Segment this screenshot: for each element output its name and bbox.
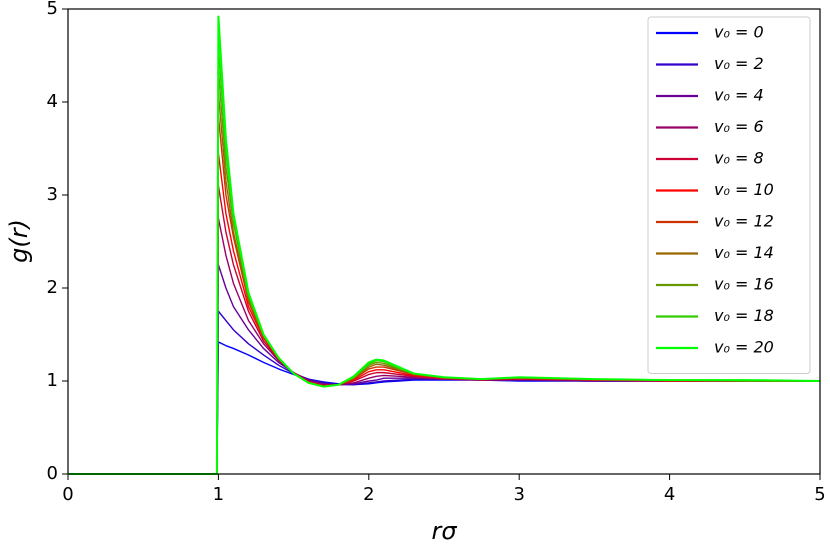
legend-label: v₀ = 20 [714,338,774,357]
series-line [68,15,821,475]
y-tick-label: 3 [47,184,58,205]
x-tick-label: 5 [814,484,825,505]
y-tick-label: 5 [47,0,58,19]
legend-label: v₀ = 18 [714,306,774,325]
plot-frame [67,8,821,475]
x-tick-label: 0 [62,484,73,505]
y-tick-label: 2 [47,277,58,298]
y-axis-label: g(r) [5,219,33,263]
series-line [68,264,820,475]
legend-label: v₀ = 10 [714,180,774,199]
x-tick-label: 4 [664,484,675,505]
legend-label: v₀ = 4 [714,86,764,105]
legend-label: v₀ = 12 [714,212,774,231]
legend-label: v₀ = 2 [714,54,764,73]
legend-label: v₀ = 14 [714,243,774,262]
legend-label: v₀ = 0 [714,23,764,42]
x-tick-label: 3 [513,484,524,505]
series-line [68,185,820,475]
x-axis-label: rσ [431,517,457,545]
x-tick-label: 2 [363,484,374,505]
legend-label: v₀ = 16 [714,275,774,294]
y-tick-label: 1 [47,370,58,391]
y-tick-label: 4 [47,91,58,112]
legend-label: v₀ = 8 [714,149,764,168]
x-tick-label: 1 [213,484,224,505]
legend-label: v₀ = 6 [714,117,764,136]
y-tick-label: 0 [47,463,58,484]
